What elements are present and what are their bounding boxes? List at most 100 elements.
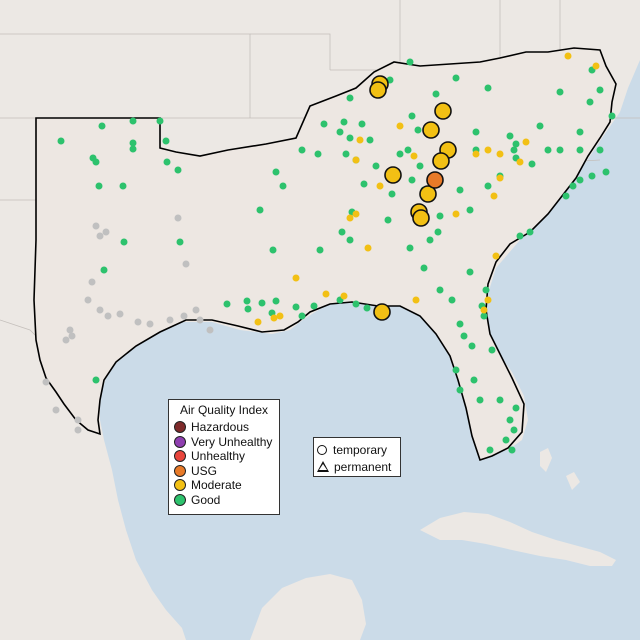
monitor-good (338, 228, 346, 236)
monitor-good (92, 376, 100, 384)
monitor-moderate (480, 306, 488, 314)
monitor-good (588, 172, 596, 180)
monitor-sites (42, 52, 616, 454)
monitor-good (298, 146, 306, 154)
monitor-good (506, 132, 514, 140)
monitor-moderate (592, 62, 600, 70)
monitor-good (569, 182, 577, 190)
monitor-good (340, 118, 348, 126)
monitor-moderate (496, 174, 504, 182)
monitor-good (608, 112, 616, 120)
monitor-good (436, 286, 444, 294)
monitor-good (456, 320, 464, 328)
legend-label-usg: USG (191, 463, 218, 478)
monitor-good (516, 232, 524, 240)
aqi-legend: Air Quality Index Hazardous Very Unhealt… (168, 399, 280, 515)
monitor-good (320, 120, 328, 128)
temporary-monitor-moderate (434, 102, 452, 120)
monitor-good (243, 297, 251, 305)
monitor-no-data (88, 278, 96, 286)
good-swatch (174, 493, 186, 506)
moderate-swatch (174, 479, 186, 492)
monitor-no-data (146, 320, 154, 328)
monitor-no-data (104, 312, 112, 320)
legend-label-moderate: Moderate (191, 478, 242, 493)
legend-item-very-unhealthy: Very Unhealthy (169, 435, 279, 450)
monitor-good (129, 139, 137, 147)
monitor-good (272, 297, 280, 305)
monitor-good (269, 246, 277, 254)
monitor-good (162, 137, 170, 145)
monitor-good (363, 304, 371, 312)
monitor-good (174, 166, 182, 174)
monitor-good (416, 162, 424, 170)
bahamas-land (540, 448, 552, 472)
monitor-good (358, 120, 366, 128)
monitor-good (432, 90, 440, 98)
monitor-good (452, 74, 460, 82)
temporary-monitor-moderate (384, 166, 402, 184)
monitor-good (156, 117, 164, 125)
bahamas-land-2 (566, 472, 580, 490)
monitor-moderate (340, 292, 348, 300)
legend-label-permanent: permanent (334, 459, 392, 474)
monitor-good (120, 238, 128, 246)
cuba-land (420, 512, 616, 566)
monitor-no-data (84, 296, 92, 304)
monitor-good (536, 122, 544, 130)
border-line (250, 33, 331, 70)
temporary-monitor-moderate (419, 185, 437, 203)
monitor-good (414, 126, 422, 134)
monitor-good (526, 228, 534, 236)
monitor-good (502, 436, 510, 444)
monitor-moderate (490, 192, 498, 200)
monitor-good (596, 86, 604, 94)
legend-item-hazardous: Hazardous (169, 420, 279, 435)
monitor-no-data (96, 306, 104, 314)
monitor-type-legend: temporary permanent (313, 437, 401, 477)
monitor-good (92, 158, 100, 166)
monitor-good (510, 426, 518, 434)
monitor-no-data (116, 310, 124, 318)
monitor-good (420, 264, 428, 272)
monitor-good (372, 162, 380, 170)
monitor-good (279, 182, 287, 190)
monitor-good (506, 416, 514, 424)
monitor-no-data (66, 326, 74, 334)
monitor-good (486, 446, 494, 454)
legend-item-good: Good (169, 493, 279, 508)
legend-item-unhealthy: Unhealthy (169, 449, 279, 464)
monitor-good (484, 84, 492, 92)
monitor-good (602, 168, 610, 176)
circle-icon (317, 444, 327, 455)
temporary-monitor-usg (426, 171, 444, 189)
monitor-good (576, 176, 584, 184)
monitor-moderate (352, 210, 360, 218)
monitor-good (456, 186, 464, 194)
monitor-good (163, 158, 171, 166)
temporary-monitor-moderate (422, 121, 440, 139)
monitor-good (470, 376, 478, 384)
monitor-moderate (412, 296, 420, 304)
monitor-no-data (92, 222, 100, 230)
monitor-good (456, 386, 464, 394)
monitor-good (336, 128, 344, 136)
monitor-good (496, 396, 504, 404)
monitor-good (360, 180, 368, 188)
legend-label-temporary: temporary (333, 442, 388, 457)
monitor-good (508, 446, 516, 454)
monitor-good (476, 396, 484, 404)
monitor-moderate (270, 314, 278, 322)
monitor-good (396, 150, 404, 158)
monitor-good (562, 192, 570, 200)
legend-label-very-unhealthy: Very Unhealthy (191, 434, 273, 449)
monitor-good (272, 168, 280, 176)
monitor-moderate (472, 150, 480, 158)
monitor-good (576, 146, 584, 154)
monitor-good (488, 346, 496, 354)
monitor-no-data (42, 378, 50, 386)
monitor-good (100, 266, 108, 274)
monitor-good (426, 236, 434, 244)
legend-item-permanent: permanent (314, 459, 400, 474)
monitor-good (596, 146, 604, 154)
